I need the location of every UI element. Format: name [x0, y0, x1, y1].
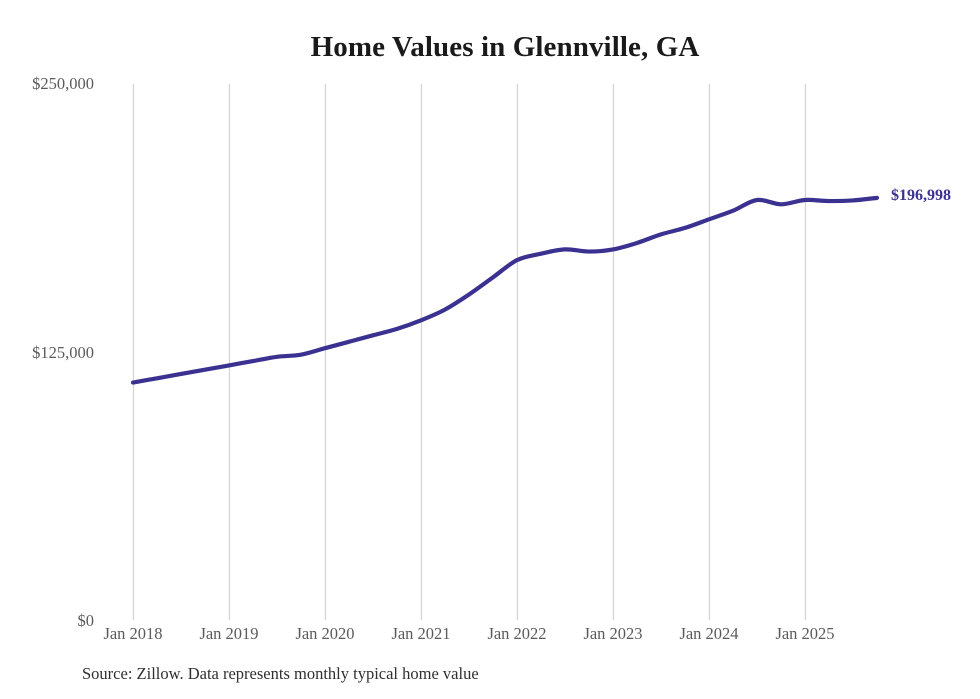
- chart-title: Home Values in Glennville, GA: [310, 31, 700, 63]
- gridlines-group: [132, 84, 807, 620]
- home-value-line: [130, 195, 880, 385]
- x-axis-tick-jan-2021: Jan 2021: [391, 624, 451, 643]
- x-axis-tick-jan-2025: Jan 2025: [775, 624, 835, 643]
- y-axis-tick-250000: $250,000: [32, 74, 94, 93]
- x-axis-tick-jan-2022: Jan 2022: [487, 624, 547, 643]
- x-axis-tick-jan-2023: Jan 2023: [583, 624, 643, 643]
- x-axis-tick-jan-2020: Jan 2020: [295, 624, 355, 643]
- x-axis-tick-jan-2019: Jan 2019: [199, 624, 259, 643]
- y-axis-tick-0: $0: [77, 611, 95, 630]
- source-note: Source: Zillow. Data represents monthly …: [82, 664, 479, 683]
- end-value-label: $196,998: [891, 186, 951, 204]
- x-axis-tick-jan-2024: Jan 2024: [679, 624, 739, 643]
- y-axis-tick-125000: $125,000: [32, 343, 94, 362]
- x-axis-tick-jan-2018: Jan 2018: [103, 624, 163, 643]
